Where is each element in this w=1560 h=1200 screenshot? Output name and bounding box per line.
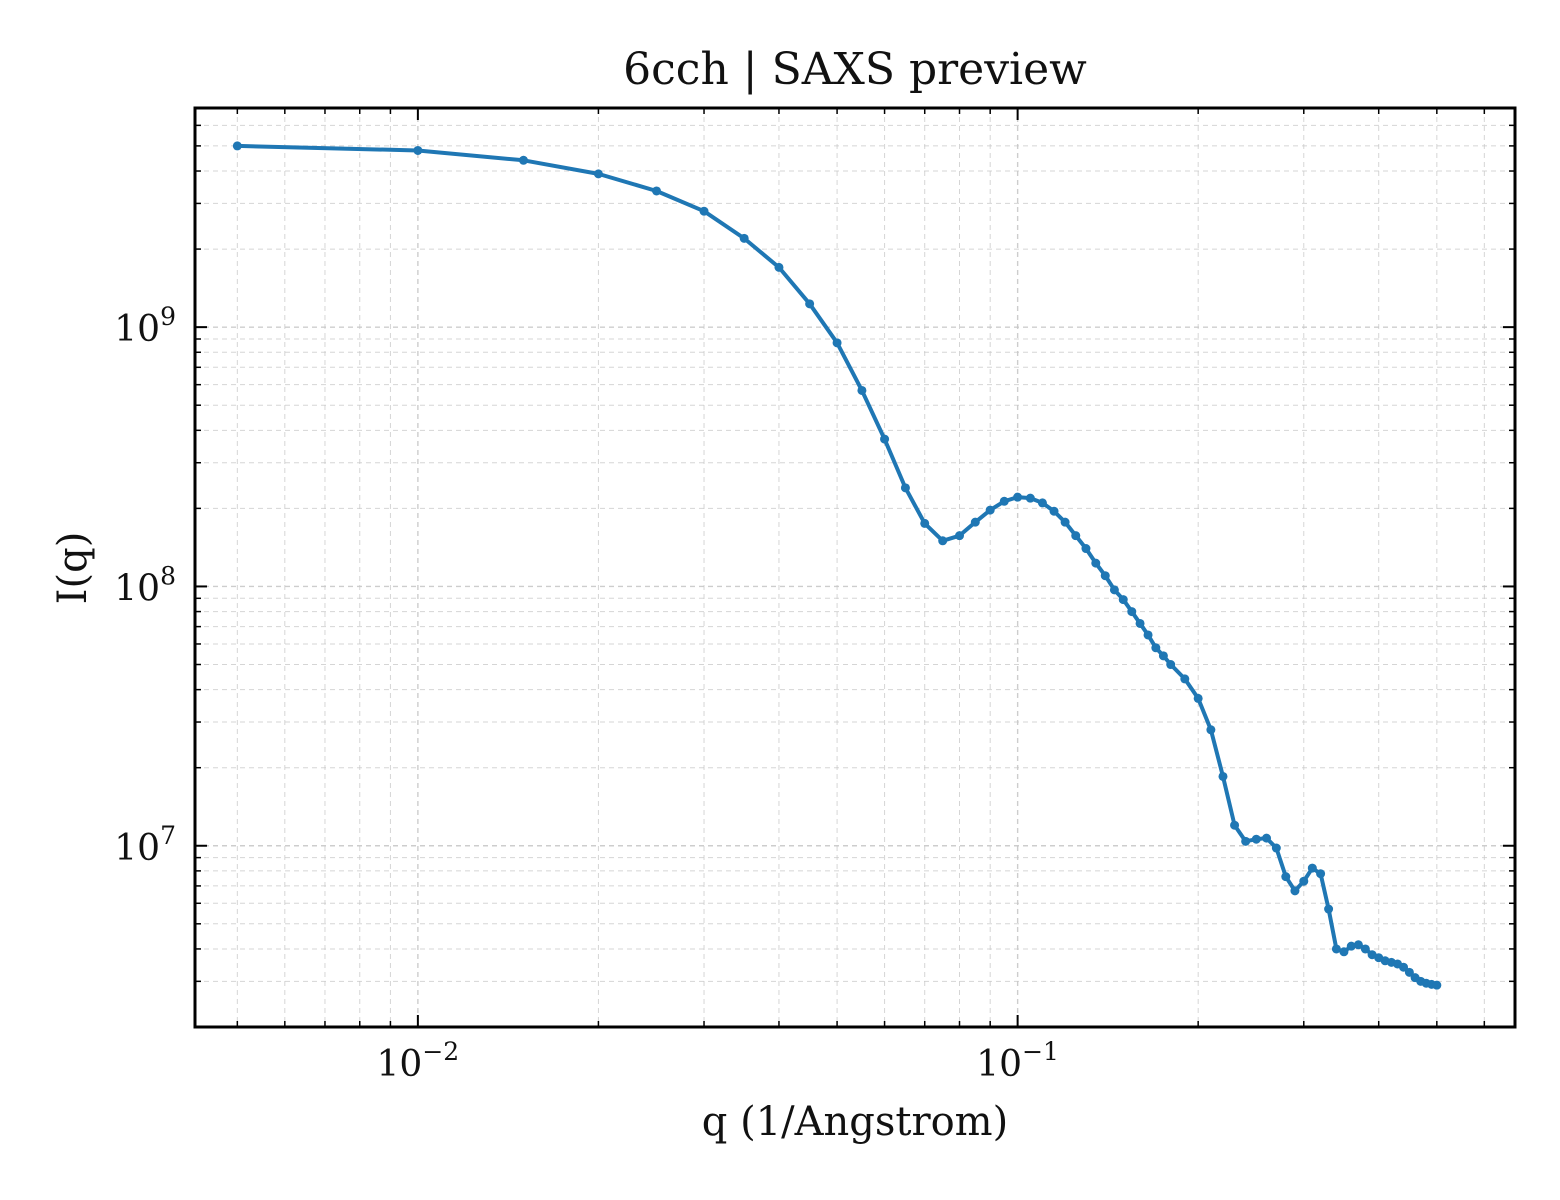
data-point [1271, 843, 1281, 853]
data-point [1037, 498, 1047, 508]
data-point [1360, 944, 1370, 954]
data-point [1013, 492, 1023, 502]
data-point [920, 518, 930, 528]
data-point [232, 141, 242, 151]
x-tick-label: 10−1 [976, 1037, 1059, 1085]
data-point [970, 517, 980, 527]
data-point [1432, 980, 1442, 990]
major-grid [195, 108, 1515, 1027]
data-point [593, 169, 603, 179]
data-point [1118, 595, 1128, 605]
data-point [774, 262, 784, 272]
series-layer [232, 141, 1442, 990]
x-axis-label: q (1/Angstrom) [702, 1099, 1008, 1145]
data-point [1399, 962, 1409, 972]
x-tick-label: 10−2 [377, 1037, 460, 1085]
y-tick-label: 107 [114, 821, 176, 869]
axis-ticks: 10−2 10−1 107 108 109 [114, 107, 1515, 1085]
data-point [1091, 558, 1101, 568]
data-point [1049, 506, 1059, 516]
data-point [1127, 607, 1137, 617]
data-point [999, 496, 1009, 506]
data-point [413, 145, 423, 155]
data-point [1241, 836, 1251, 846]
data-point [1218, 771, 1228, 781]
data-point [699, 206, 709, 216]
data-point [900, 483, 910, 493]
data-point [1158, 651, 1168, 661]
minor-grid [195, 107, 1515, 1028]
data-point [1346, 941, 1356, 951]
y-tick-label: 109 [114, 302, 176, 350]
data-point [857, 385, 867, 395]
data-point [1081, 544, 1091, 554]
data-point [1230, 820, 1240, 830]
data-point [1353, 940, 1363, 950]
data-point [739, 233, 749, 243]
data-point [1071, 531, 1081, 541]
data-point [1299, 876, 1309, 886]
data-point [880, 434, 890, 444]
data-point [1109, 585, 1119, 595]
data-point [1135, 618, 1145, 628]
data-point [1316, 869, 1326, 879]
data-point [832, 338, 842, 348]
data-point [1262, 833, 1272, 843]
data-point [1324, 904, 1334, 914]
y-tick-label: 108 [114, 561, 176, 609]
plot-frame [193, 106, 1517, 1029]
data-point [1151, 643, 1161, 653]
data-point [1331, 944, 1341, 954]
data-point [805, 299, 815, 309]
data-point [518, 155, 528, 165]
data-point [1143, 630, 1153, 640]
data-point [1060, 517, 1070, 527]
data-point [1281, 872, 1291, 882]
data-point [1193, 693, 1203, 703]
data-point [652, 186, 662, 196]
chart-title: 6cch | SAXS preview [623, 44, 1087, 95]
data-point [1251, 834, 1261, 844]
data-point [1206, 725, 1216, 735]
y-axis-label: I(q) [50, 532, 96, 605]
data-point [1100, 571, 1110, 581]
data-point [938, 536, 948, 546]
data-point [1025, 493, 1035, 503]
data-point [985, 505, 995, 515]
data-point [1339, 947, 1349, 957]
data-point [1180, 674, 1190, 684]
data-point [1166, 660, 1176, 670]
data-point [955, 531, 964, 541]
data-point [1404, 967, 1414, 977]
data-point [1290, 886, 1300, 896]
data-point [1307, 863, 1317, 873]
